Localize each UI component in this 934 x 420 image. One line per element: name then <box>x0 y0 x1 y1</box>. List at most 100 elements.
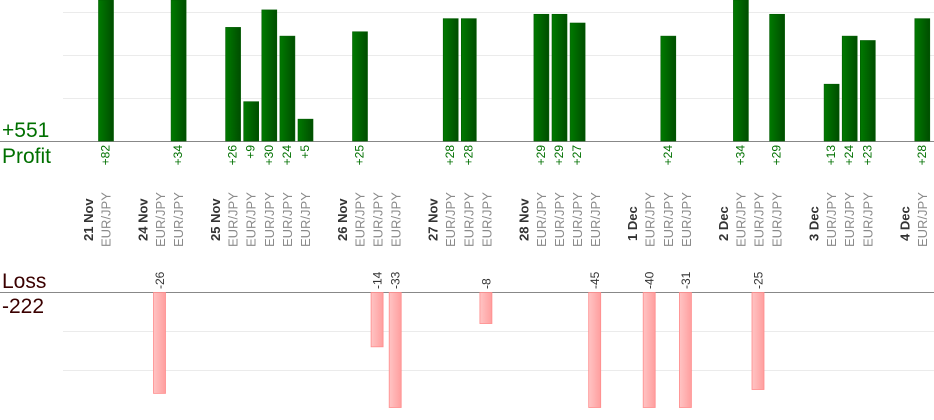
profit-bar <box>533 13 550 142</box>
date-label: 4 Dec <box>897 206 912 241</box>
profit-value-label: +24 <box>661 145 675 166</box>
loss-value-label: -45 <box>588 271 602 289</box>
loss-bar <box>370 292 384 348</box>
profit-value-label: +82 <box>99 145 113 166</box>
profit-bar <box>569 22 586 142</box>
symbol-label: EUR/JPY <box>280 192 295 247</box>
profit-bar <box>243 101 259 142</box>
symbol-label: EUR/JPY <box>244 192 259 247</box>
profit-value-label: +34 <box>733 145 747 166</box>
profit-value-label: +24 <box>280 145 294 166</box>
loss-value-label: -25 <box>752 271 766 289</box>
profit-bar <box>660 35 677 142</box>
loss-bar <box>588 292 602 408</box>
symbol-label: EUR/JPY <box>860 192 875 247</box>
profit-bar <box>859 40 876 142</box>
profit-bar <box>170 0 187 142</box>
symbol-label: EUR/JPY <box>479 192 494 247</box>
profit-value-label: +5 <box>298 145 312 159</box>
symbol-label: EUR/JPY <box>752 192 767 247</box>
symbol-label: EUR/JPY <box>353 192 368 247</box>
profit-value-label: +34 <box>171 145 185 166</box>
date-label: 28 Nov <box>516 198 531 241</box>
profit-bar <box>823 83 840 142</box>
loss-value-label: -40 <box>643 271 657 289</box>
symbol-label: EUR/JPY <box>824 192 839 247</box>
symbol-label: EUR/JPY <box>171 192 186 247</box>
date-label: 1 Dec <box>625 206 640 241</box>
loss-value-label: -26 <box>153 271 167 289</box>
profit-value-label: +29 <box>534 145 548 166</box>
gridlines <box>63 12 934 371</box>
profit-value-label: +26 <box>226 145 240 166</box>
profit-bar <box>225 27 241 142</box>
symbol-label: EUR/JPY <box>643 192 658 247</box>
profit-bar <box>841 35 858 142</box>
profit-value-label: +30 <box>262 145 276 166</box>
profit-bar <box>914 18 931 142</box>
loss-value-label: -8 <box>479 278 493 289</box>
profit-bar <box>297 118 314 142</box>
profit-value-label: +28 <box>461 145 475 166</box>
symbol-label: EUR/JPY <box>552 192 567 247</box>
loss-bar <box>153 292 166 394</box>
profit-total: +551 <box>2 119 49 142</box>
profit-value-label: +28 <box>443 145 457 166</box>
profit-bar <box>98 0 114 142</box>
symbol-label: EUR/JPY <box>770 192 785 247</box>
date-label: 21 Nov <box>81 198 96 241</box>
profit-value-label: +27 <box>570 145 584 166</box>
loss-label: Loss <box>2 270 46 293</box>
date-label: 27 Nov <box>426 198 441 241</box>
loss-bar <box>751 292 765 390</box>
loss-bar <box>679 292 692 408</box>
date-label: 26 Nov <box>335 198 350 241</box>
symbol-label: EUR/JPY <box>99 192 114 247</box>
loss-bar <box>388 292 402 408</box>
symbol-label: EUR/JPY <box>733 192 748 247</box>
symbol-label: EUR/JPY <box>443 192 458 247</box>
date-label: 3 Dec <box>807 206 822 241</box>
profit-bar <box>261 9 278 142</box>
loss-bars <box>153 292 765 408</box>
profit-bar <box>551 13 568 142</box>
symbol-label: EUR/JPY <box>298 192 313 247</box>
date-label: 24 Nov <box>136 198 151 241</box>
symbol-label: EUR/JPY <box>389 192 404 247</box>
symbol-label: EUR/JPY <box>371 192 386 247</box>
symbol-label: EUR/JPY <box>661 192 676 247</box>
profit-value-label: +25 <box>353 145 367 166</box>
profit-value-label: +23 <box>860 145 874 166</box>
profit-bar <box>460 18 477 142</box>
profit-bar <box>279 35 296 142</box>
profit-bars <box>98 0 931 142</box>
symbol-label: EUR/JPY <box>679 192 694 247</box>
symbol-label: EUR/JPY <box>534 192 549 247</box>
profit-bar <box>352 31 368 142</box>
loss-value-label: -14 <box>371 271 385 289</box>
profit-bar <box>769 13 785 142</box>
profit-bar <box>733 0 749 142</box>
profit-value-label: +9 <box>244 145 258 159</box>
symbol-label: EUR/JPY <box>588 192 603 247</box>
loss-bar <box>642 292 656 408</box>
symbol-label: EUR/JPY <box>461 192 476 247</box>
profit-label: Profit <box>2 145 51 168</box>
symbol-label: EUR/JPY <box>226 192 241 247</box>
loss-bar <box>479 292 493 324</box>
profit-value-label: +29 <box>770 145 784 166</box>
symbol-label: EUR/JPY <box>262 192 277 247</box>
symbol-label: EUR/JPY <box>570 192 585 247</box>
profit-bar <box>442 18 459 142</box>
symbol-label: EUR/JPY <box>842 192 857 247</box>
profit-value-label: +28 <box>915 145 929 166</box>
profit-value-label: +29 <box>552 145 566 166</box>
date-label: 2 Dec <box>716 206 731 241</box>
date-label: 25 Nov <box>208 198 223 241</box>
loss-value-label: -33 <box>389 271 403 289</box>
symbol-label: EUR/JPY <box>915 192 930 247</box>
profit-value-label: +24 <box>842 145 856 166</box>
profit-value-label: +13 <box>824 145 838 166</box>
